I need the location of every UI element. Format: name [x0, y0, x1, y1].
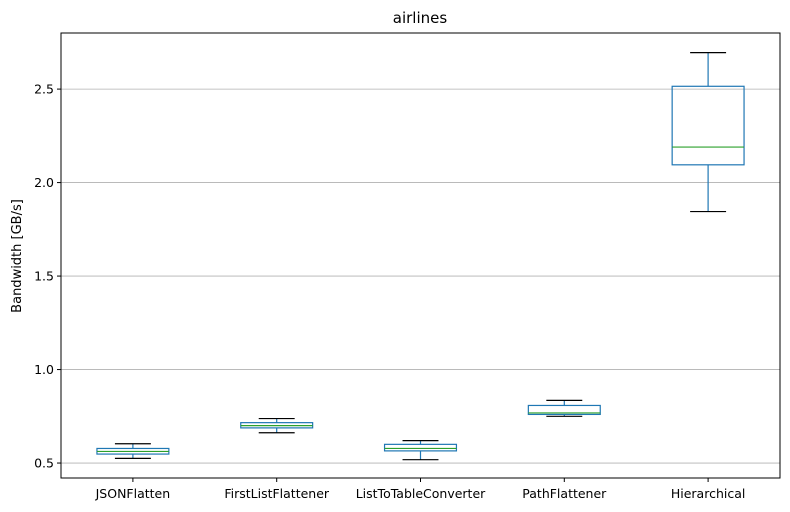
- iqr-box: [383, 443, 458, 452]
- x-tick-label: ListToTableConverter: [356, 486, 486, 501]
- y-axis-ticks: 0.5 1.0 1.5 2.0 2.5: [34, 82, 61, 471]
- grid-lines: [61, 88, 780, 464]
- x-tick-label: PathFlattener: [522, 486, 607, 501]
- box-3: [383, 440, 458, 461]
- y-tick-label: 2.5: [34, 82, 54, 97]
- y-axis-label: Bandwidth [GB/s]: [10, 199, 25, 313]
- box-5: [671, 52, 745, 213]
- y-tick-label: 2.0: [34, 175, 54, 190]
- y-tick-label: 1.0: [34, 362, 54, 377]
- box-1: [96, 443, 170, 459]
- y-tick-label: 0.5: [34, 456, 54, 471]
- x-tick-label: Hierarchical: [671, 486, 746, 501]
- chart-title: airlines: [393, 9, 448, 27]
- box-2: [240, 417, 314, 434]
- boxes: [96, 52, 745, 461]
- iqr-box: [527, 404, 601, 416]
- x-axis-ticks: JSONFlatten FirstListFlattener ListToTable…: [95, 478, 746, 501]
- y-tick-label: 1.5: [34, 269, 54, 284]
- iqr-box: [671, 85, 745, 166]
- x-tick-label: JSONFlatten: [95, 486, 171, 501]
- box-4: [527, 399, 601, 417]
- x-tick-label: FirstListFlattener: [224, 486, 330, 501]
